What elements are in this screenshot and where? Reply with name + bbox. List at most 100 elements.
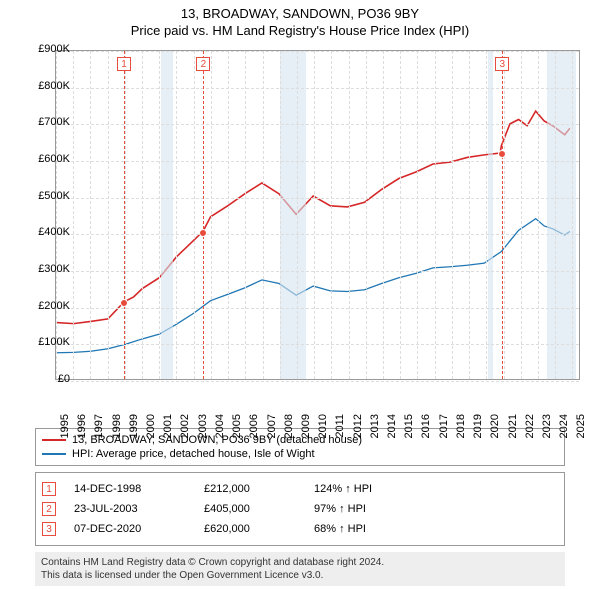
gridline (469, 51, 470, 379)
gridline (400, 51, 401, 379)
transaction-hpi: 97% ↑ HPI (314, 503, 558, 515)
transaction-index: 1 (42, 482, 56, 496)
y-axis-tick-label: £600K (10, 153, 70, 165)
gridline (56, 161, 579, 162)
transaction-hpi: 124% ↑ HPI (314, 483, 558, 495)
x-axis-tick-label: 2001 (162, 414, 174, 444)
gridline (56, 381, 579, 382)
x-axis-tick-label: 2024 (558, 414, 570, 444)
gridline (228, 51, 229, 379)
transaction-index: 2 (42, 502, 56, 516)
legend-label: HPI: Average price, detached house, Isle… (72, 448, 315, 460)
gridline (142, 51, 143, 379)
gridline (108, 51, 109, 379)
gridline (452, 51, 453, 379)
x-axis-tick-label: 2020 (489, 414, 501, 444)
x-axis-tick-label: 2016 (420, 414, 432, 444)
footer-line: This data is licensed under the Open Gov… (41, 569, 559, 582)
y-axis-tick-label: £700K (10, 116, 70, 128)
x-axis-tick-label: 2014 (386, 414, 398, 444)
transaction-row: 1 14-DEC-1998 £212,000 124% ↑ HPI (42, 479, 558, 499)
y-axis-tick-label: £900K (10, 43, 70, 55)
marker-dot (199, 229, 207, 237)
chart-subtitle: Price paid vs. HM Land Registry's House … (0, 21, 600, 38)
x-axis-tick-label: 2023 (541, 414, 553, 444)
chart-lines-svg (56, 51, 579, 379)
gridline (297, 51, 298, 379)
x-axis-tick-label: 2009 (300, 414, 312, 444)
gridline (349, 51, 350, 379)
x-axis-tick-label: 2005 (231, 414, 243, 444)
marker-label: 2 (196, 57, 210, 71)
y-axis-tick-label: £200K (10, 300, 70, 312)
gridline (56, 344, 579, 345)
gridline (159, 51, 160, 379)
gridline (314, 51, 315, 379)
y-axis-tick-label: £400K (10, 226, 70, 238)
x-axis-tick-label: 2022 (524, 414, 536, 444)
marker-line (502, 51, 503, 379)
y-axis-tick-label: £100K (10, 336, 70, 348)
x-axis-tick-label: 2025 (575, 414, 587, 444)
gridline (56, 234, 579, 235)
x-axis-tick-label: 1996 (76, 414, 88, 444)
gridline (56, 51, 57, 379)
gridline (245, 51, 246, 379)
gridline (486, 51, 487, 379)
transaction-date: 07-DEC-2020 (74, 523, 204, 535)
marker-label: 1 (117, 57, 131, 71)
gridline (555, 51, 556, 379)
gridline (73, 51, 74, 379)
x-axis-tick-label: 2006 (248, 414, 260, 444)
marker-line (203, 51, 204, 379)
gridline (56, 198, 579, 199)
gridline (56, 308, 579, 309)
x-axis-tick-label: 2018 (455, 414, 467, 444)
gridline (90, 51, 91, 379)
x-axis-tick-label: 2015 (403, 414, 415, 444)
x-axis-tick-label: 2002 (179, 414, 191, 444)
legend-swatch (42, 453, 66, 455)
x-axis-tick-label: 2000 (145, 414, 157, 444)
x-axis-tick-label: 2003 (197, 414, 209, 444)
x-axis-tick-label: 2004 (214, 414, 226, 444)
gridline (176, 51, 177, 379)
gridline (280, 51, 281, 379)
y-axis-tick-label: £500K (10, 190, 70, 202)
transactions-box: 1 14-DEC-1998 £212,000 124% ↑ HPI 2 23-J… (35, 472, 565, 546)
transaction-price: £620,000 (204, 523, 314, 535)
gridline (211, 51, 212, 379)
gridline (331, 51, 332, 379)
gridline (56, 271, 579, 272)
transaction-hpi: 68% ↑ HPI (314, 523, 558, 535)
recession-band (161, 51, 173, 379)
x-axis-tick-label: 1995 (59, 414, 71, 444)
gridline (366, 51, 367, 379)
marker-dot (498, 150, 506, 158)
transaction-row: 2 23-JUL-2003 £405,000 97% ↑ HPI (42, 499, 558, 519)
footer-line: Contains HM Land Registry data © Crown c… (41, 556, 559, 569)
x-axis-tick-label: 1999 (128, 414, 140, 444)
gridline (504, 51, 505, 379)
transaction-row: 3 07-DEC-2020 £620,000 68% ↑ HPI (42, 519, 558, 539)
x-axis-tick-label: 2021 (507, 414, 519, 444)
chart-plot-area: 1 2 3 (55, 50, 580, 380)
gridline (56, 51, 579, 52)
x-axis-tick-label: 1998 (111, 414, 123, 444)
recession-band (280, 51, 306, 379)
gridline (56, 124, 579, 125)
gridline (521, 51, 522, 379)
chart-title: 13, BROADWAY, SANDOWN, PO36 9BY (0, 0, 600, 21)
gridline (383, 51, 384, 379)
x-axis-tick-label: 2007 (266, 414, 278, 444)
marker-label: 3 (495, 57, 509, 71)
legend-item: HPI: Average price, detached house, Isle… (42, 447, 558, 461)
gridline (572, 51, 573, 379)
gridline (194, 51, 195, 379)
y-axis-tick-label: £800K (10, 80, 70, 92)
x-axis-tick-label: 2012 (352, 414, 364, 444)
footer-box: Contains HM Land Registry data © Crown c… (35, 552, 565, 586)
x-axis-tick-label: 2010 (317, 414, 329, 444)
gridline (125, 51, 126, 379)
gridline (435, 51, 436, 379)
